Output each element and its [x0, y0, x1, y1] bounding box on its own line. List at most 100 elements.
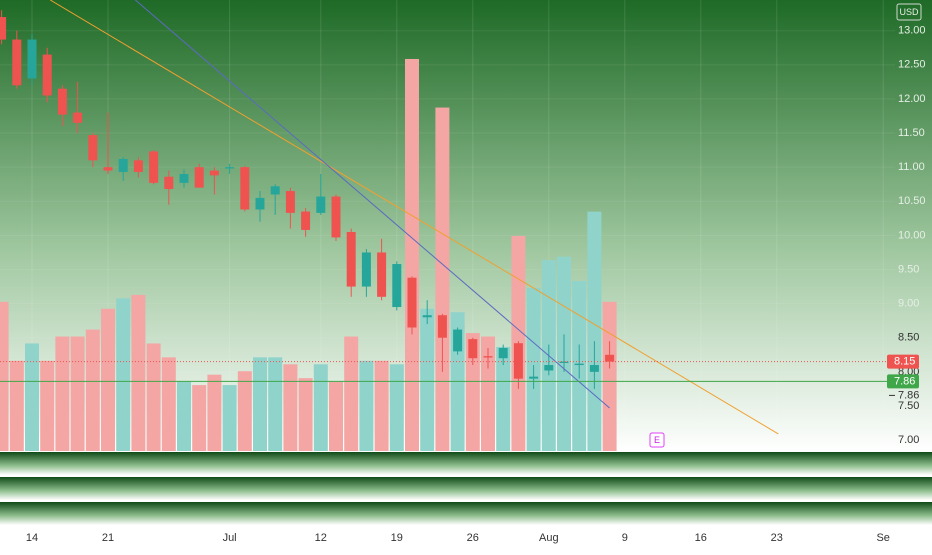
candle-body — [361, 252, 371, 287]
y-tick-label: 7.50 — [898, 400, 919, 412]
volume-bar — [0, 301, 9, 451]
volume-bar — [420, 308, 435, 451]
y-tick-label: 13.00 — [898, 25, 926, 37]
candle-body — [179, 173, 189, 183]
candle-body — [589, 365, 599, 372]
volume-bar — [253, 357, 267, 451]
pane-strip — [0, 477, 932, 500]
volume-bar — [405, 58, 419, 451]
candle-body — [0, 17, 7, 40]
candle-body — [285, 191, 295, 213]
y-tick-label: 8.50 — [898, 332, 919, 344]
volume-bar — [101, 308, 115, 451]
volume-bar — [481, 336, 495, 451]
y-tick-label: 12.50 — [898, 59, 926, 71]
volume-bar — [465, 333, 480, 451]
y-tick-label: 7.00 — [898, 434, 919, 446]
candle-body — [605, 354, 615, 362]
volume-bar — [131, 294, 146, 451]
candle-body — [407, 277, 417, 328]
candle-body — [27, 39, 37, 79]
candle-body — [422, 315, 432, 318]
candle-body — [392, 264, 402, 308]
marked-price-box — [887, 374, 919, 389]
volume-bar — [496, 346, 511, 451]
volume-bar — [237, 371, 252, 451]
candle-body — [453, 329, 463, 352]
candle-body — [225, 167, 235, 169]
currency: USD — [899, 7, 919, 17]
candle-body — [483, 356, 493, 358]
y-tick-label: 11.00 — [898, 161, 925, 173]
candle-body — [331, 196, 341, 238]
candle-body — [437, 315, 447, 338]
trendline — [49, 0, 779, 435]
x-tick-label: 26 — [467, 532, 479, 544]
last-price-label: 8.15 — [894, 356, 915, 368]
candle-body — [377, 252, 387, 297]
x-tick-label: 19 — [391, 532, 403, 544]
event-box — [649, 432, 665, 448]
candle-body — [240, 167, 250, 210]
candle-body — [118, 158, 128, 172]
x-tick-label: 21 — [102, 532, 114, 544]
trendline — [135, 0, 610, 409]
candle-body — [194, 167, 204, 188]
candle-body — [529, 376, 539, 379]
volume-bar — [313, 364, 328, 451]
volume-bar — [359, 360, 374, 451]
candle-body — [513, 343, 523, 379]
x-tick-label: Se — [876, 532, 889, 544]
candle-body — [498, 347, 508, 359]
candle-body — [255, 197, 265, 210]
volume-bar — [283, 364, 298, 451]
candle-body — [301, 211, 311, 230]
volume-bar — [177, 381, 191, 451]
candle-body — [88, 135, 98, 161]
y-tick-label: 10.00 — [898, 229, 926, 241]
candle-body — [42, 54, 52, 96]
x-tick-label: 16 — [695, 532, 707, 544]
y-tick-label: 12.00 — [898, 93, 926, 105]
y-tick-label: 11.50 — [898, 127, 925, 139]
volume-bar — [161, 357, 176, 451]
candle-body — [559, 361, 569, 363]
volume-bar — [222, 385, 237, 451]
x-tick-label: 14 — [26, 532, 38, 544]
candle-body — [149, 151, 159, 183]
candle-body — [209, 170, 219, 176]
marked-price-axis-label: 7.86 — [898, 389, 919, 401]
candle-body — [164, 176, 174, 189]
last-price-box — [887, 354, 919, 369]
x-tick-label: 23 — [771, 532, 783, 544]
candle-body — [544, 365, 554, 371]
volume-bar — [116, 298, 131, 451]
y-tick-label: 9.50 — [898, 263, 919, 275]
candle-body — [133, 160, 143, 172]
candle-body — [57, 88, 67, 115]
candle-body — [574, 363, 584, 366]
volume-bar — [344, 336, 359, 451]
candle-body — [346, 231, 356, 287]
volume-bar — [587, 211, 602, 451]
candle-body — [468, 339, 478, 359]
candle-body — [270, 186, 280, 195]
volume-bar — [374, 360, 389, 451]
marked-price-label: 7.86 — [894, 375, 915, 387]
pane-strip — [0, 452, 932, 475]
y-tick-label: 9.00 — [898, 298, 919, 310]
volume-bar — [268, 357, 283, 451]
x-tick-label: Aug — [539, 532, 559, 544]
candle-body — [73, 112, 83, 123]
y-tick-label: 10.50 — [898, 195, 926, 207]
event-marker: E — [654, 435, 660, 445]
volume-bar — [207, 374, 222, 451]
volume-bar — [70, 336, 85, 451]
volume-bar — [146, 343, 161, 451]
pane-strip — [0, 502, 932, 525]
volume-bar — [55, 336, 70, 451]
candle-body — [316, 196, 326, 213]
x-tick-label: 9 — [622, 532, 628, 544]
volume-bar — [192, 385, 207, 451]
